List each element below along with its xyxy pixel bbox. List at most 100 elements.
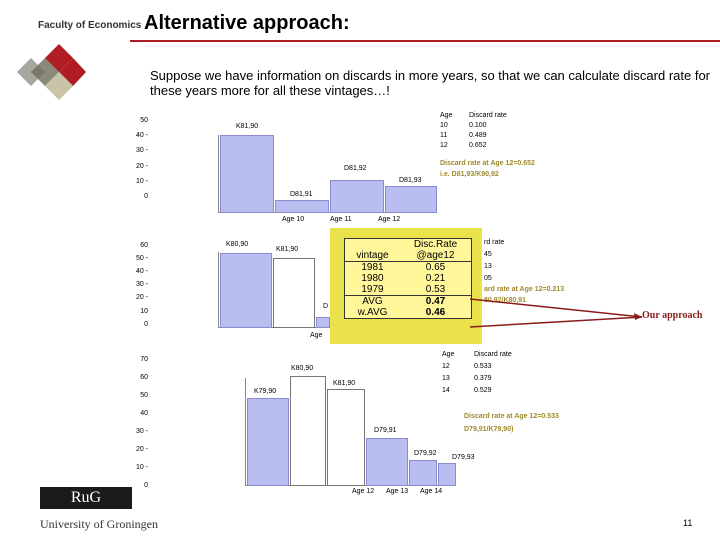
table-cell: 0.529 bbox=[474, 387, 492, 394]
table-cell: 13 bbox=[484, 263, 492, 270]
rate-cell: 0.65 bbox=[425, 262, 446, 273]
vintage-summary-table: Disc.Rate vintage @age12 1981 0.65 1980 … bbox=[344, 238, 472, 319]
rug-logo: RuG bbox=[40, 487, 132, 509]
annotation: Discard rate at Age 12=0.533 bbox=[464, 413, 559, 420]
faculty-logo bbox=[17, 44, 86, 100]
callout-label: Our approach bbox=[642, 310, 703, 321]
table-cell: 0.379 bbox=[474, 375, 492, 382]
ytick: 10 bbox=[140, 308, 148, 315]
header-vintage: vintage bbox=[356, 250, 389, 261]
x-label: Age 12 bbox=[378, 216, 401, 223]
bar-label: D81,91 bbox=[290, 191, 313, 198]
rate-cell: 0.21 bbox=[425, 273, 446, 284]
bar-label: K80,90 bbox=[226, 241, 249, 248]
vintage-summary-overlay: Disc.Rate vintage @age12 1981 0.65 1980 … bbox=[330, 228, 482, 344]
bar bbox=[330, 180, 384, 213]
table-cell: 10 bbox=[440, 122, 448, 129]
ytick: 60 bbox=[140, 242, 148, 249]
bar bbox=[273, 258, 315, 328]
ytick: 60 bbox=[140, 374, 148, 381]
ytick: 20 - bbox=[135, 446, 148, 453]
ytick: 20 - bbox=[135, 163, 148, 170]
x-label: Age bbox=[310, 332, 323, 339]
x-label: Age 14 bbox=[420, 488, 443, 495]
university-name: University of Groningen bbox=[40, 517, 158, 531]
table-cell: 14 bbox=[442, 387, 450, 394]
table-header-rate: rd rate bbox=[484, 239, 505, 246]
bar-label: D81,92 bbox=[344, 165, 367, 172]
table-header-age: Age bbox=[440, 112, 453, 119]
table-cell: 45 bbox=[484, 251, 492, 258]
vintage-cell: 1980 bbox=[361, 273, 384, 284]
page-number: 11 bbox=[683, 518, 693, 528]
bar-label: D81,93 bbox=[399, 177, 422, 184]
bar-label: K81,90 bbox=[276, 246, 299, 253]
bar-label: K79,90 bbox=[254, 388, 277, 395]
header-disc-rate: Disc.Rate bbox=[413, 239, 458, 250]
bar-label: K81,90 bbox=[333, 380, 356, 387]
bar bbox=[316, 317, 330, 328]
bar-label: D79,92 bbox=[414, 450, 437, 457]
bar bbox=[275, 200, 329, 213]
annotation: i.e. D81,93/K90,92 bbox=[440, 171, 499, 178]
bar bbox=[327, 389, 365, 486]
ytick: 70 bbox=[140, 356, 148, 363]
rate-cell: 0.53 bbox=[425, 284, 446, 295]
callout-arrows bbox=[469, 298, 643, 328]
bar bbox=[220, 253, 272, 328]
bar bbox=[247, 398, 289, 486]
table-cell: 0.489 bbox=[469, 132, 487, 139]
empty-cell bbox=[345, 239, 400, 250]
ytick: 40 - bbox=[135, 132, 148, 139]
bar bbox=[409, 460, 437, 486]
intro-text: Suppose we have information on discards … bbox=[150, 68, 711, 98]
table-header-age: Age bbox=[442, 351, 455, 358]
header-age12: @age12 bbox=[416, 250, 455, 261]
bar bbox=[366, 438, 408, 486]
wavg-value: 0.46 bbox=[425, 307, 446, 318]
ytick: 0 bbox=[144, 321, 148, 328]
ytick: 40 - bbox=[135, 268, 148, 275]
table-cell: 12 bbox=[442, 363, 450, 370]
bar-label: D bbox=[323, 303, 329, 310]
bar bbox=[385, 186, 437, 213]
ytick: 0 bbox=[144, 482, 148, 489]
bar-label: D79,93 bbox=[452, 454, 475, 461]
chart1-yaxis bbox=[218, 135, 219, 213]
annotation: 80,92/K80,91 bbox=[484, 297, 527, 304]
x-label: Age 13 bbox=[386, 488, 409, 495]
ytick: 40 bbox=[140, 410, 148, 417]
bar-label: K81,90 bbox=[236, 123, 259, 130]
table-cell: 0.652 bbox=[469, 142, 487, 149]
ytick: 30 - bbox=[135, 147, 148, 154]
chart2-yaxis bbox=[218, 252, 219, 328]
faculty-name: Faculty of Economics bbox=[38, 20, 142, 31]
bar bbox=[438, 463, 456, 486]
table-cell: 13 bbox=[442, 375, 450, 382]
ytick: 30 - bbox=[135, 281, 148, 288]
table-cell: 05 bbox=[484, 275, 492, 282]
table-cell: 0.533 bbox=[474, 363, 492, 370]
avg-value: 0.47 bbox=[425, 296, 446, 307]
table-header-rate: Discard rate bbox=[474, 351, 512, 358]
table-header-rate: Discard rate bbox=[469, 112, 507, 119]
x-label: Age 11 bbox=[330, 216, 352, 223]
ytick: 30 - bbox=[135, 428, 148, 435]
ytick: 50 bbox=[140, 392, 148, 399]
title-divider bbox=[130, 40, 720, 42]
ytick: 10 - bbox=[135, 178, 148, 185]
wavg-label: w.AVG bbox=[357, 307, 388, 318]
x-label: Age 12 bbox=[352, 488, 375, 495]
table-cell: 0.100 bbox=[469, 122, 487, 129]
bar bbox=[220, 135, 274, 213]
table-cell: 11 bbox=[440, 132, 448, 139]
vintage-cell: 1981 bbox=[361, 262, 384, 273]
bar bbox=[290, 376, 326, 486]
avg-label: AVG bbox=[362, 296, 383, 307]
annotation: Discard rate at Age 12=0.652 bbox=[440, 160, 535, 167]
ytick: 20 - bbox=[135, 294, 148, 301]
ytick: 50 bbox=[140, 117, 148, 124]
slide-title: Alternative approach: bbox=[144, 12, 350, 34]
bar-label: K80,90 bbox=[291, 365, 314, 372]
ytick: 10 - bbox=[135, 464, 148, 471]
